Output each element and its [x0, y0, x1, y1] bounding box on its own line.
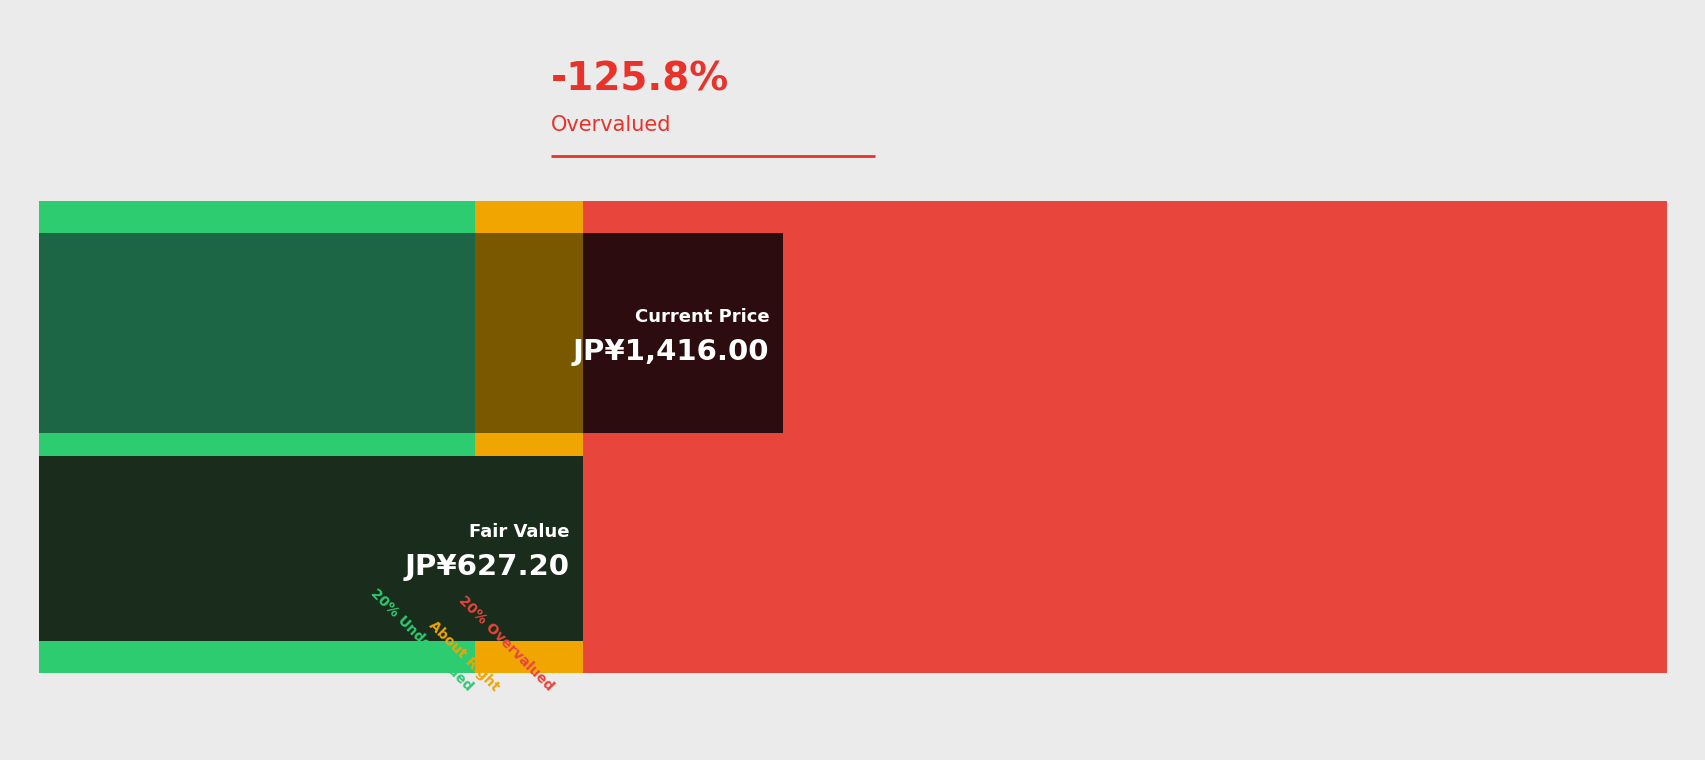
Bar: [529, 641, 583, 673]
Bar: [476, 233, 529, 433]
Text: -125.8%: -125.8%: [551, 61, 728, 99]
Bar: [39, 641, 476, 673]
Text: Fair Value: Fair Value: [469, 523, 569, 540]
Bar: [583, 641, 1666, 673]
Bar: [39, 233, 476, 433]
Bar: [39, 201, 476, 233]
Bar: [39, 456, 583, 641]
Text: JP¥627.20: JP¥627.20: [404, 553, 569, 581]
Text: JP¥1,416.00: JP¥1,416.00: [573, 338, 769, 366]
Bar: [39, 433, 476, 456]
Bar: [529, 433, 583, 456]
Text: 20% Overvalued: 20% Overvalued: [455, 594, 556, 694]
Bar: [529, 456, 583, 641]
Text: Overvalued: Overvalued: [551, 116, 672, 135]
Bar: [476, 641, 529, 673]
Bar: [529, 201, 583, 233]
Bar: [583, 201, 1666, 233]
Bar: [583, 456, 1666, 641]
Bar: [39, 456, 476, 641]
Text: 20% Undervalued: 20% Undervalued: [368, 587, 476, 694]
Bar: [476, 201, 529, 233]
Bar: [583, 233, 783, 433]
Text: About Right: About Right: [426, 618, 501, 694]
Bar: [583, 233, 1666, 433]
Bar: [476, 456, 529, 641]
Bar: [476, 433, 529, 456]
Bar: [529, 233, 583, 433]
Bar: [583, 433, 1666, 456]
Text: Current Price: Current Price: [634, 308, 769, 326]
